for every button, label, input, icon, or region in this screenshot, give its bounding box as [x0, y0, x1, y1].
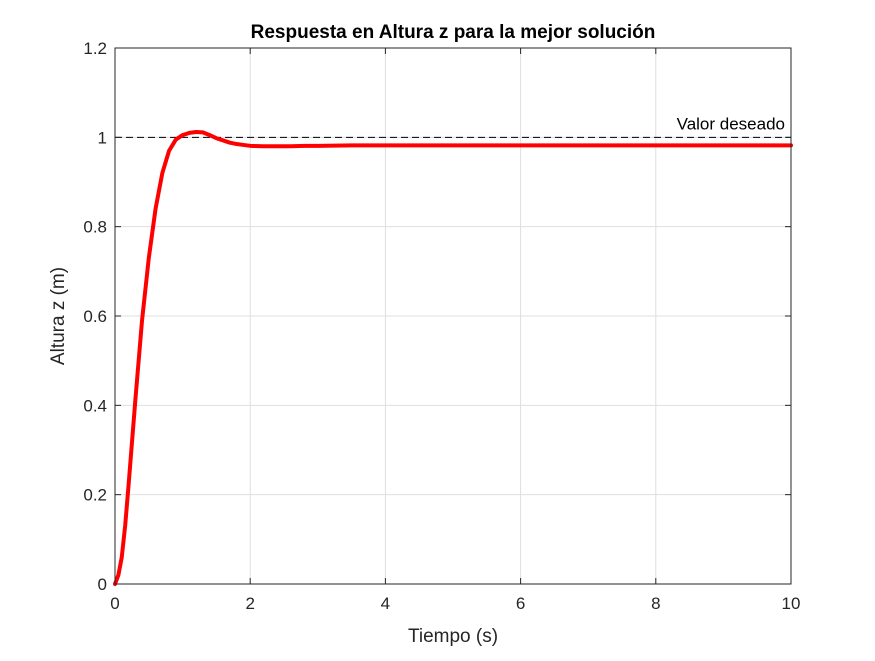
x-tick-label: 4 [381, 594, 390, 613]
y-axis-label: Altura z (m) [48, 267, 69, 365]
y-tick-label: 1.2 [83, 39, 107, 58]
x-tick-label: 2 [245, 594, 254, 613]
ticks: 0 2 4 6 8 10 0 0.2 0.4 0.6 0.8 1 1.2 [83, 39, 800, 613]
x-tick-label: 0 [110, 594, 119, 613]
y-tick-label: 0 [98, 575, 107, 594]
x-tick-label: 8 [651, 594, 660, 613]
chart-title: Respuesta en Altura z para la mejor solu… [251, 22, 656, 43]
y-tick-label: 0.8 [83, 218, 107, 237]
x-axis-label: Tiempo (s) [408, 626, 498, 647]
y-tick-label: 0.2 [83, 486, 107, 505]
series-line [113, 129, 793, 586]
y-tick-label: 0.6 [83, 307, 107, 326]
y-tick-label: 0.4 [83, 396, 107, 415]
y-tick-label: 1 [98, 128, 107, 147]
x-tick-label: 6 [516, 594, 525, 613]
reference-line-label: Valor deseado [677, 114, 785, 133]
series-group [113, 129, 793, 586]
x-tick-label: 10 [782, 594, 801, 613]
